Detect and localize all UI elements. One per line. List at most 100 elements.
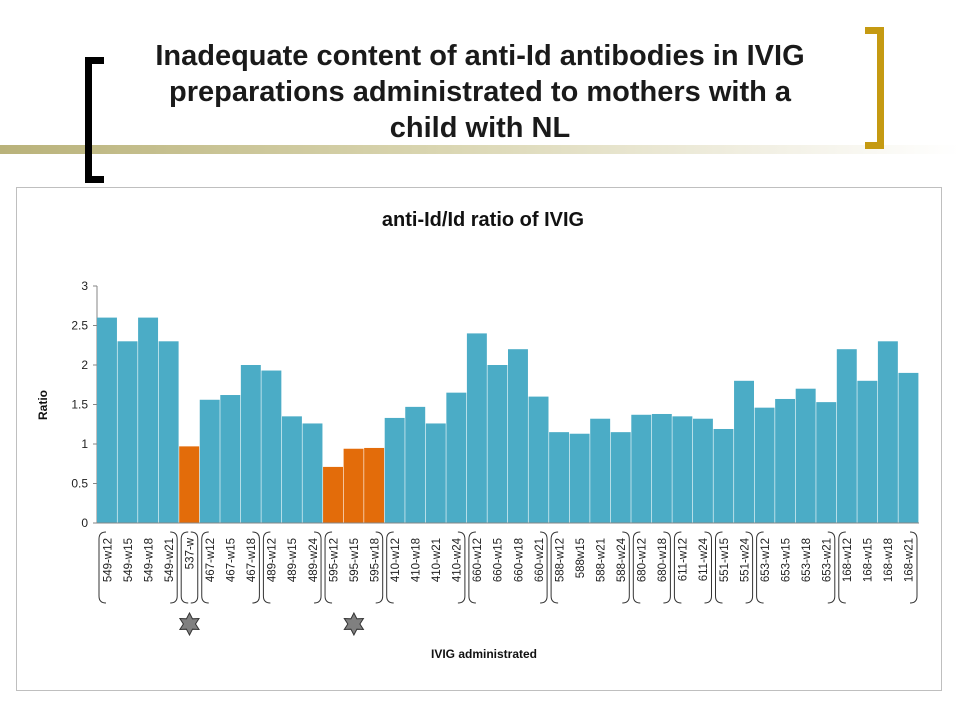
group-bracket	[180, 531, 199, 604]
bar-653-w15	[775, 398, 796, 523]
slide-title-line-2: preparations administrated to mothers wi…	[169, 76, 791, 108]
x-tick-label: 653-w15	[780, 538, 792, 582]
bar-489-w12	[261, 370, 282, 523]
group-bracket	[201, 531, 260, 604]
x-tick-label: 588-w21	[595, 538, 607, 582]
bar-660-w21	[528, 396, 549, 523]
chart-title: anti-Id/Id ratio of IVIG	[382, 209, 584, 231]
y-tick-label: 0	[81, 516, 88, 530]
x-tick-label: 467-w15	[226, 538, 238, 582]
x-tick-label: 168-w21	[904, 538, 916, 582]
x-tick-label: 680-w12	[637, 538, 649, 582]
y-tick-label: 3	[81, 279, 88, 293]
group-bracket	[838, 531, 918, 604]
y-tick-label: 0.5	[71, 477, 88, 491]
group-bracket	[756, 531, 836, 604]
x-tick-label: 410-w24	[452, 537, 464, 582]
x-tick-label: 489-w15	[287, 538, 299, 582]
x-tick-label: 611-w12	[678, 538, 690, 581]
bar-467-w15	[220, 395, 241, 523]
bar-168-w15	[857, 380, 878, 523]
bar-168-w12	[836, 349, 857, 523]
x-tick-label: 595-w15	[349, 538, 361, 582]
bar-489-w24	[302, 423, 323, 523]
bar-680-w12	[631, 414, 652, 523]
bar-549-w18	[138, 317, 159, 523]
x-tick-label: 168-w18	[883, 538, 895, 582]
x-tick-label: 549-w15	[123, 538, 135, 582]
x-tick-label: 489-w24	[308, 537, 320, 582]
y-tick-label: 2	[81, 358, 88, 372]
group-bracket	[468, 531, 548, 604]
bar-595-w18	[364, 447, 385, 523]
bar-467-w18	[240, 365, 261, 523]
title-underline	[0, 145, 960, 154]
bar-653-w21	[816, 402, 837, 523]
bar-653-w18	[795, 388, 816, 523]
x-tick-label: 611-w24	[698, 537, 710, 581]
bar-653-w12	[754, 407, 775, 523]
star-marker-icon	[343, 611, 365, 637]
group-bracket	[632, 531, 671, 604]
bar-467-w12	[199, 399, 220, 523]
group-bracket	[98, 531, 178, 604]
bar-660-w12	[466, 333, 487, 523]
group-bracket	[673, 531, 712, 604]
x-tick-label: 653-w21	[822, 538, 834, 582]
x-tick-label: 660-w18	[513, 538, 525, 582]
bar-549-w15	[117, 341, 138, 523]
x-tick-label: 549-w12	[102, 538, 114, 582]
group-bracket	[550, 531, 630, 604]
x-tick-label: 588-w12	[554, 538, 566, 582]
x-tick-label: 410-w12	[390, 538, 402, 582]
bar-611-w24	[692, 418, 713, 523]
x-tick-label: 489-w12	[267, 538, 279, 582]
bar-595-w12	[323, 466, 343, 523]
group-bracket	[324, 531, 384, 604]
bar-410-w12	[384, 417, 405, 523]
bar-549-w12	[97, 317, 117, 523]
group-bracket	[386, 531, 466, 604]
slide-title-line-1: Inadequate content of anti-Id antibodies…	[155, 40, 805, 72]
star-marker-icon	[178, 611, 200, 637]
bar-168-w21	[898, 372, 919, 523]
x-tick-label: 660-w21	[534, 538, 546, 582]
bar-410-w21	[425, 423, 446, 523]
x-tick-label: 595-w12	[328, 538, 340, 582]
bar-588w15	[569, 433, 590, 523]
bar-660-w18	[508, 349, 528, 523]
bar-611-w12	[672, 416, 693, 523]
x-tick-label: 653-w18	[801, 538, 813, 582]
x-tick-label: 588w15	[575, 538, 587, 578]
group-bracket	[262, 531, 322, 604]
right-bracket-decoration	[865, 27, 884, 149]
x-tick-label: 551-w24	[739, 537, 751, 582]
bar-680-w18	[651, 413, 672, 523]
x-tick-label: 467-w18	[246, 538, 258, 582]
y-axis-label: Ratio	[36, 390, 50, 420]
x-tick-label: 551-w15	[719, 538, 731, 582]
x-tick-label: 168-w15	[863, 538, 875, 582]
bar-588-w21	[590, 418, 611, 523]
x-tick-label: 549-w18	[143, 538, 155, 582]
slide-title: Inadequate content of anti-Id antibodies…	[110, 38, 850, 146]
x-tick-label: 467-w12	[205, 538, 217, 582]
x-tick-label: 549-w21	[164, 538, 176, 582]
x-tick-label: 680-w18	[657, 538, 669, 582]
bar-588-w12	[549, 432, 570, 523]
x-tick-label: 537-w	[184, 537, 196, 569]
bar-410-w18	[405, 406, 426, 523]
bar-489-w15	[281, 416, 302, 523]
bar-551-w15	[713, 428, 734, 523]
x-tick-label: 653-w12	[760, 538, 772, 582]
x-tick-label: 410-w18	[411, 538, 423, 582]
bar-660-w15	[487, 365, 508, 523]
x-axis-label: IVIG administrated	[431, 647, 537, 661]
slide-title-line-3: child with NL	[389, 112, 571, 144]
bar-168-w18	[877, 341, 898, 523]
bar-410-w24	[446, 392, 467, 523]
bar-551-w24	[734, 380, 754, 523]
x-tick-label: 660-w12	[472, 538, 484, 582]
x-tick-label: 410-w21	[431, 538, 443, 582]
